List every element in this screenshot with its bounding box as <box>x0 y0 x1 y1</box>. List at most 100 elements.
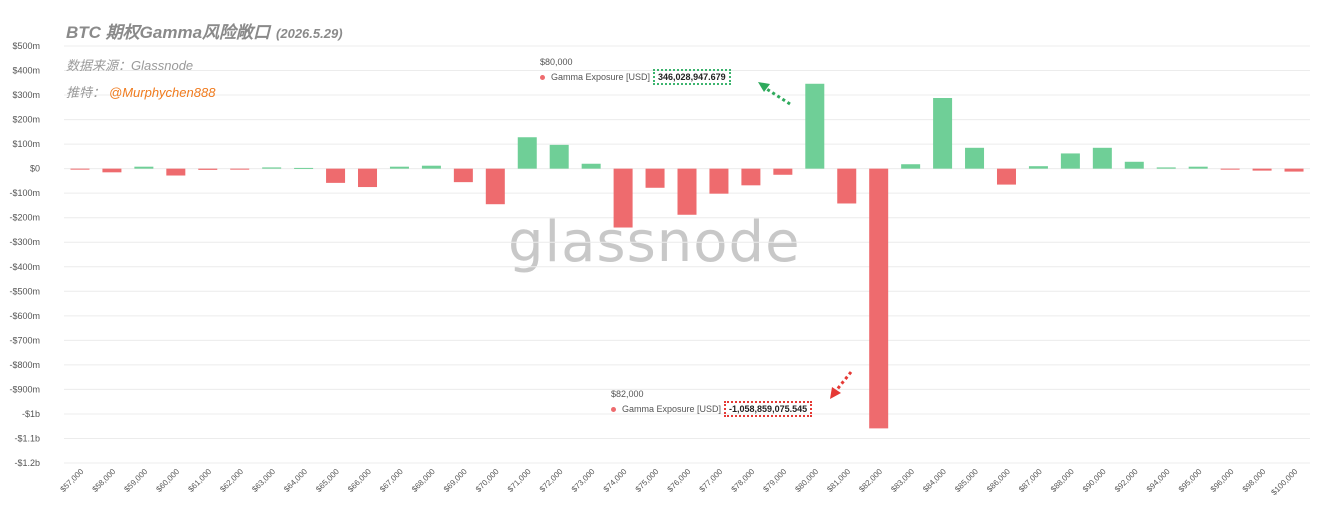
bar-69000[interactable] <box>453 168 473 183</box>
tooltip-value: 346,028,947.679 <box>653 69 731 85</box>
x-tick-label: $87,000 <box>1017 467 1044 494</box>
x-tick-label: $76,000 <box>666 467 693 494</box>
y-tick-label: -$1b <box>22 409 40 419</box>
tooltip-value: -1,058,859,075.545 <box>724 401 813 417</box>
bar-78000[interactable] <box>741 168 761 186</box>
bar-63000[interactable] <box>262 167 282 169</box>
x-tick-label: $69,000 <box>442 467 469 494</box>
x-tick-label: $96,000 <box>1209 467 1236 494</box>
y-tick-label: -$300m <box>9 237 40 247</box>
y-tick-label: $100m <box>12 139 40 149</box>
x-tick-label: $100,000 <box>1269 467 1299 497</box>
bar-72000[interactable] <box>549 144 569 169</box>
y-tick-label: -$700m <box>9 335 40 345</box>
x-tick-label: $73,000 <box>570 467 597 494</box>
tooltip-row: Gamma Exposure [USD] -1,058,859,075.545 <box>611 401 813 417</box>
y-tick-label: -$800m <box>9 360 40 370</box>
tooltip-series: Gamma Exposure [USD] <box>622 404 722 414</box>
bar-83000[interactable] <box>901 164 921 169</box>
y-tick-label: -$1.1b <box>14 433 40 443</box>
x-tick-label: $80,000 <box>793 467 820 494</box>
y-tick-label: $500m <box>12 41 40 51</box>
bar-74000[interactable] <box>613 168 633 228</box>
x-tick-label: $71,000 <box>506 467 533 494</box>
bar-92000[interactable] <box>1124 161 1144 169</box>
bar-98000[interactable] <box>1252 168 1272 171</box>
tooltip-category: $80,000 <box>540 57 573 67</box>
bar-81000[interactable] <box>837 168 857 204</box>
bar-66000[interactable] <box>358 168 378 188</box>
bar-73000[interactable] <box>581 163 601 169</box>
bar-84000[interactable] <box>933 98 953 169</box>
bar-67000[interactable] <box>389 166 409 169</box>
bar-86000[interactable] <box>996 168 1016 185</box>
bar-60000[interactable] <box>166 168 186 176</box>
x-tick-label: $59,000 <box>122 467 149 494</box>
x-tick-label: $79,000 <box>761 467 788 494</box>
tooltip-80000: $80,000 Gamma Exposure [USD] 346,028,947.… <box>540 57 731 85</box>
twitter-handle: @Murphychen888 <box>109 85 216 100</box>
y-tick-label: -$100m <box>9 188 40 198</box>
data-source: 数据来源：Glassnode <box>66 58 194 73</box>
bar-77000[interactable] <box>709 168 729 194</box>
y-tick-label: -$600m <box>9 311 40 321</box>
x-tick-label: $63,000 <box>250 467 277 494</box>
bar-76000[interactable] <box>677 168 697 215</box>
bar-88000[interactable] <box>1060 153 1080 169</box>
tooltip-82000: $82,000 Gamma Exposure [USD] -1,058,859,0… <box>611 389 813 417</box>
bar-90000[interactable] <box>1092 147 1112 169</box>
tooltip-row: Gamma Exposure [USD] 346,028,947.679 <box>540 69 731 85</box>
bar-65000[interactable] <box>326 168 346 183</box>
bar-68000[interactable] <box>421 165 441 169</box>
x-tick-label: $77,000 <box>698 467 725 494</box>
x-tick-label: $72,000 <box>538 467 565 494</box>
annotation-arrows <box>758 82 853 399</box>
x-tick-label: $84,000 <box>921 467 948 494</box>
bars <box>70 83 1304 429</box>
x-tick-label: $65,000 <box>314 467 341 494</box>
x-tick-label: $83,000 <box>889 467 916 494</box>
bar-85000[interactable] <box>965 147 985 169</box>
bar-75000[interactable] <box>645 168 665 188</box>
bar-71000[interactable] <box>517 137 537 169</box>
x-tick-label: $78,000 <box>729 467 756 494</box>
twitter-credit: 推特： @Murphychen888 <box>66 82 343 101</box>
x-tick-label: $81,000 <box>825 467 852 494</box>
x-tick-label: $86,000 <box>985 467 1012 494</box>
bar-96000[interactable] <box>1220 168 1240 170</box>
tooltip-category: $82,000 <box>611 389 644 399</box>
x-tick-label: $95,000 <box>1177 467 1204 494</box>
bar-87000[interactable] <box>1028 166 1048 169</box>
bar-80000[interactable] <box>805 83 825 169</box>
bar-62000[interactable] <box>230 168 250 170</box>
x-tick-label: $82,000 <box>857 467 884 494</box>
bar-59000[interactable] <box>134 166 154 169</box>
bar-64000[interactable] <box>294 167 314 169</box>
x-tick-label: $88,000 <box>1049 467 1076 494</box>
y-tick-label: $300m <box>12 90 40 100</box>
bar-70000[interactable] <box>485 168 505 205</box>
x-tick-label: $60,000 <box>154 467 181 494</box>
bar-95000[interactable] <box>1188 166 1208 169</box>
y-axis-ticks: $500m $400m $300m $200m $100m $0 -$100m -$200m -… <box>9 41 40 468</box>
twitter-label: 推特： <box>66 85 106 100</box>
bar-100000[interactable] <box>1284 168 1304 172</box>
x-tick-label: $67,000 <box>378 467 405 494</box>
bar-58000[interactable] <box>102 168 122 173</box>
series-dot-icon <box>540 75 545 81</box>
bar-57000[interactable] <box>70 168 90 170</box>
bar-79000[interactable] <box>773 168 793 175</box>
x-axis-ticks: $57,000 $58,000 $59,000 $60,000 $61,000 $62,0… <box>59 467 1300 497</box>
grid-lines <box>64 45 1310 464</box>
bar-82000[interactable] <box>869 168 889 429</box>
tooltip-series: Gamma Exposure [USD] <box>551 72 651 82</box>
y-tick-label: -$1.2b <box>14 458 40 468</box>
chart-title-line: BTC 期权Gamma风险敞口 (2026.5.29) <box>66 18 343 43</box>
bar-94000[interactable] <box>1156 167 1176 169</box>
chart-date: (2026.5.29) <box>276 26 343 41</box>
y-tick-label: $400m <box>12 66 40 76</box>
bar-61000[interactable] <box>198 168 218 170</box>
red-arrow-head <box>830 387 841 399</box>
